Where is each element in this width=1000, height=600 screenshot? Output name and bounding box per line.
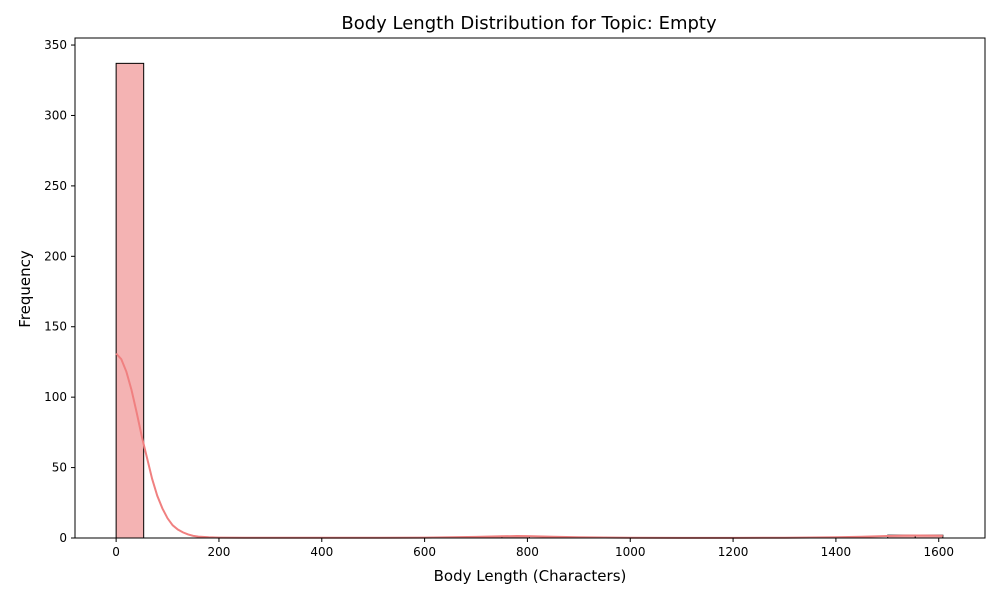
x-tick-label-2: 400 [310,545,333,559]
y-tick-label-5: 250 [44,179,67,193]
x-axis-label: Body Length (Characters) [434,567,627,585]
x-tick-label-1: 200 [208,545,231,559]
y-tick-label-6: 300 [44,108,67,122]
x-tick-label-4: 800 [516,545,539,559]
y-tick-label-0: 0 [59,531,67,545]
histogram-bar-0 [115,62,145,539]
y-tick-label-2: 100 [44,390,67,404]
x-tick-label-8: 1600 [923,545,954,559]
x-tick-label-7: 1400 [821,545,852,559]
x-axis-ticks: 0 200 400 600 800 1000 1200 1400 1600 [112,538,954,559]
y-tick-label-1: 50 [52,461,67,475]
x-tick-label-5: 1000 [615,545,646,559]
y-tick-label-3: 150 [44,320,67,334]
y-tick-label-7: 350 [44,38,67,52]
kde-curve [115,352,943,539]
x-tick-label-0: 0 [112,545,120,559]
x-tick-label-3: 600 [413,545,436,559]
chart-title: Body Length Distribution for Topic: Empt… [341,13,717,34]
y-axis-label: Frequency [16,250,34,328]
y-axis-ticks: 0 50 100 150 200 250 300 350 [44,38,75,545]
y-tick-label-4: 200 [44,249,67,263]
histogram-bars [115,62,944,539]
x-tick-label-6: 1200 [718,545,749,559]
plot-area-frame [74,37,986,539]
